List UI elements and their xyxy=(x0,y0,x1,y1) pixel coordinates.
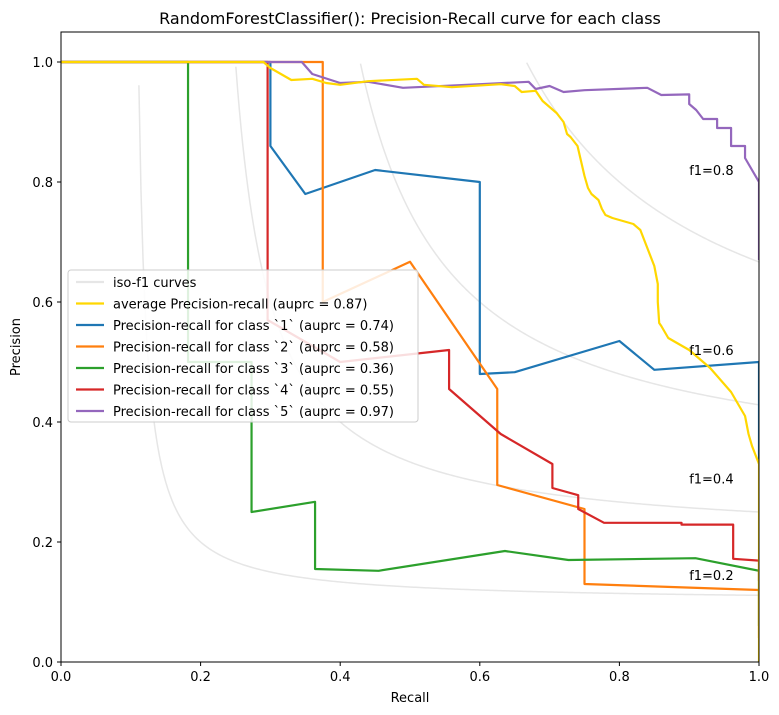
y-tick-label: 0.2 xyxy=(32,536,53,551)
legend-entry: Precision-recall for class `2` (auprc = … xyxy=(113,341,394,356)
legend-entry: Precision-recall for class `3` (auprc = … xyxy=(113,362,394,377)
legend: iso-f1 curves average Precision-recall (a… xyxy=(67,269,419,423)
iso-f1-curve xyxy=(359,63,759,406)
y-axis-label: Precision xyxy=(9,318,24,376)
iso-f1-curve xyxy=(526,62,759,263)
series-line xyxy=(61,60,759,260)
legend-entry: Precision-recall for class `5` (auprc = … xyxy=(113,405,394,420)
x-tick-label: 1.0 xyxy=(749,670,770,685)
y-tick-label: 0.4 xyxy=(32,416,53,431)
legend-entry: Precision-recall for class `1` (auprc = … xyxy=(113,319,394,334)
iso-f1-label: f1=0.8 xyxy=(689,164,733,179)
series-line xyxy=(61,60,759,638)
y-tick-label: 0.8 xyxy=(32,176,53,191)
chart-title: RandomForestClassifier(): Precision-Reca… xyxy=(159,9,661,28)
legend-entry: Precision-recall for class `4` (auprc = … xyxy=(113,384,394,399)
series-line xyxy=(61,60,759,662)
x-tick-label: 0.4 xyxy=(330,670,351,685)
plot-frame xyxy=(60,31,760,663)
x-tick-label: 0.6 xyxy=(469,670,490,685)
x-tick-label: 0.0 xyxy=(51,670,72,685)
series-line xyxy=(61,60,759,464)
y-tick-label: 0.6 xyxy=(32,296,53,311)
legend-entry: average Precision-recall (auprc = 0.87) xyxy=(113,298,367,313)
legend-box xyxy=(67,269,419,423)
iso-f1-label: f1=0.4 xyxy=(689,473,733,488)
x-axis-label: Recall xyxy=(391,691,430,706)
x-axis: 0.0 0.2 0.4 0.6 0.8 1.0 xyxy=(51,662,770,685)
x-tick-label: 0.2 xyxy=(190,670,211,685)
y-axis: 0.0 0.2 0.4 0.6 0.8 1.0 xyxy=(32,56,61,671)
iso-f1-curve xyxy=(138,85,759,597)
iso-f1-label: f1=0.2 xyxy=(689,569,733,584)
legend-entry: iso-f1 curves xyxy=(113,276,197,291)
y-tick-label: 1.0 xyxy=(32,56,53,71)
x-tick-label: 0.8 xyxy=(609,670,630,685)
iso-f1-label: f1=0.6 xyxy=(689,344,733,359)
y-tick-label: 0.0 xyxy=(32,656,53,671)
